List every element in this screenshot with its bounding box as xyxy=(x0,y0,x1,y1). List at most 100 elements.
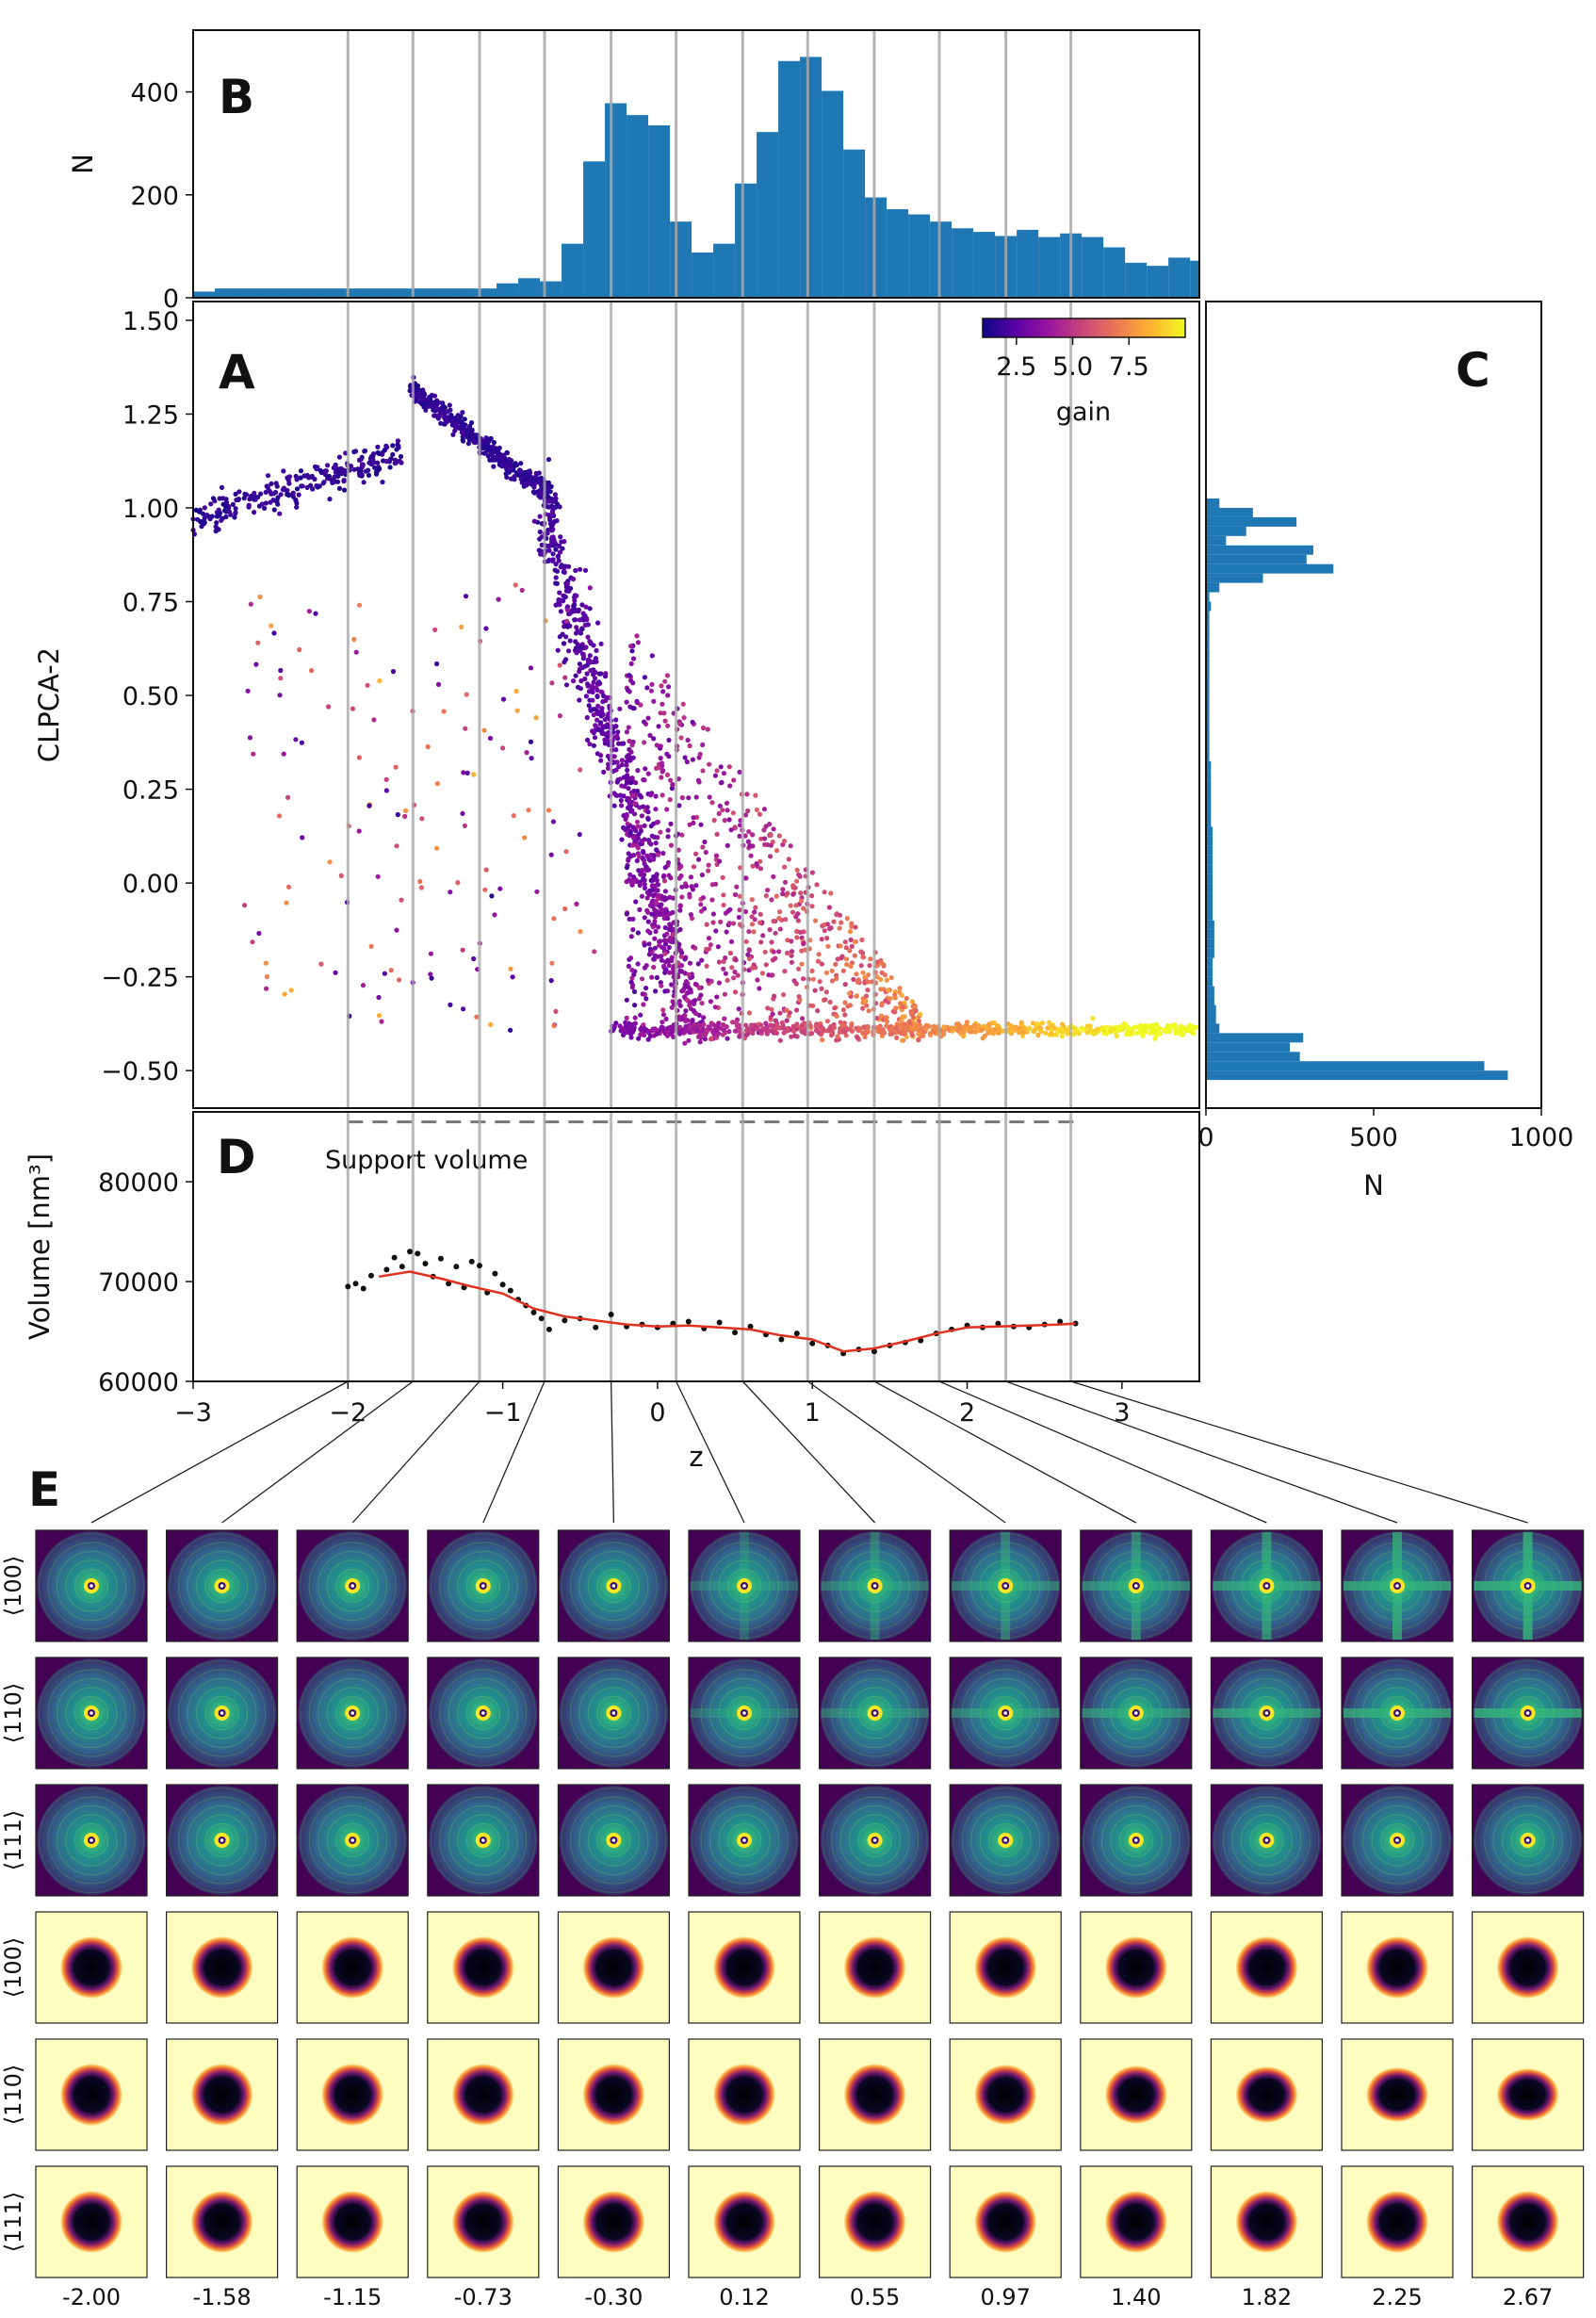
scatter-point xyxy=(568,585,574,592)
scatter-point xyxy=(630,656,637,661)
hist-clpca-bar xyxy=(1206,1061,1485,1071)
fringe-ring xyxy=(1510,1822,1545,1858)
scatter-point xyxy=(298,468,304,474)
scatter-point xyxy=(664,807,670,812)
y-tick-label: 400 xyxy=(130,79,179,108)
scatter-point xyxy=(550,498,556,504)
scatter-point xyxy=(746,947,752,953)
fringe-ring xyxy=(708,1677,780,1749)
scatter-point xyxy=(341,478,347,483)
hist-clpca-bar xyxy=(1206,639,1210,649)
scatter-point xyxy=(722,991,728,997)
scatter-point xyxy=(840,968,846,973)
scatter-point xyxy=(293,737,299,743)
scatter-point xyxy=(377,677,383,684)
scatter-point xyxy=(1059,1021,1065,1027)
x-tick-label: −3 xyxy=(174,1398,212,1428)
hist-z-bar xyxy=(952,228,974,298)
scatter-point xyxy=(716,1024,722,1030)
scatter-point xyxy=(434,661,440,667)
particle-shape-cell xyxy=(166,1911,279,2024)
scatter-point xyxy=(465,433,471,438)
hist-z-bar xyxy=(562,243,584,298)
scatter-point xyxy=(552,492,559,498)
scatter-point xyxy=(549,539,555,545)
scatter-point xyxy=(651,873,657,880)
hist-clpca-bar xyxy=(1206,526,1246,536)
scatter-point xyxy=(1095,1026,1100,1032)
scatter-point xyxy=(642,872,647,877)
scatter-point xyxy=(668,842,675,848)
fringe-ring xyxy=(335,1568,370,1604)
particle-shape-cell xyxy=(35,1911,148,2024)
hist-z-bar xyxy=(757,132,779,298)
scatter-point xyxy=(642,882,647,888)
scatter-point xyxy=(711,1022,717,1028)
scatter-point xyxy=(628,934,634,939)
scatter-point xyxy=(729,965,735,971)
scatter-point xyxy=(626,786,631,792)
scatter-point xyxy=(562,594,568,600)
scatter-point xyxy=(395,442,400,448)
scatter-point xyxy=(813,1023,819,1029)
hist-clpca-bar xyxy=(1206,808,1212,818)
hist-z-bar xyxy=(822,90,844,298)
scatter-point xyxy=(834,976,839,982)
scatter-point xyxy=(265,473,271,479)
scatter-point xyxy=(637,792,643,798)
fringe-ring xyxy=(587,1687,641,1739)
scatter-point xyxy=(596,671,602,677)
scatter-point xyxy=(563,682,570,688)
scatter-point xyxy=(564,588,570,594)
scatter-point xyxy=(595,620,601,626)
volume-point xyxy=(747,1323,754,1330)
scatter-point xyxy=(690,1018,695,1023)
scatter-point xyxy=(375,873,381,879)
scatter-point xyxy=(713,928,719,934)
scatter-point xyxy=(782,879,789,885)
scatter-point xyxy=(309,668,315,674)
scatter-point xyxy=(415,383,421,389)
fringe-ring xyxy=(204,1822,239,1858)
scatter-point xyxy=(599,706,605,711)
scatter-point xyxy=(785,890,790,896)
scatter-point xyxy=(436,400,442,405)
scatter-point xyxy=(296,492,301,498)
scatter-point xyxy=(233,506,238,512)
column-z-label: 1.40 xyxy=(1111,2284,1161,2310)
hist-clpca-bar xyxy=(1206,995,1214,1005)
scatter-point xyxy=(662,951,668,956)
scatter-point xyxy=(909,999,916,1004)
scatter-point xyxy=(647,1034,653,1039)
scatter-point xyxy=(677,1031,683,1037)
scatter-point xyxy=(667,797,673,803)
hist-z-bar xyxy=(215,288,237,298)
scatter-point xyxy=(700,725,707,731)
scatter-point xyxy=(528,739,534,744)
scatter-point xyxy=(368,943,374,949)
scatter-point xyxy=(653,807,659,812)
scatter-point xyxy=(690,719,695,726)
volume-point xyxy=(499,1281,506,1288)
scatter-point xyxy=(574,625,579,630)
scatter-point xyxy=(802,947,808,953)
scatter-point xyxy=(658,829,663,835)
scatter-point xyxy=(1187,1022,1193,1028)
scatter-point xyxy=(335,473,341,479)
scatter-point xyxy=(753,792,758,798)
scatter-point xyxy=(794,1007,800,1013)
scatter-point xyxy=(985,1024,991,1030)
scatter-point xyxy=(696,779,702,785)
fringe-ring xyxy=(848,1687,902,1739)
scatter-point xyxy=(580,611,586,616)
scatter-point xyxy=(848,963,854,970)
scatter-point xyxy=(665,723,671,728)
scatter-point xyxy=(368,462,374,467)
scatter-point xyxy=(635,640,642,645)
scatter-point xyxy=(232,514,237,520)
scatter-point xyxy=(651,964,657,971)
fringe-ring xyxy=(47,1796,136,1885)
scatter-point xyxy=(834,1013,839,1020)
hist-clpca-bar xyxy=(1206,798,1212,808)
scatter-point xyxy=(865,1025,871,1031)
